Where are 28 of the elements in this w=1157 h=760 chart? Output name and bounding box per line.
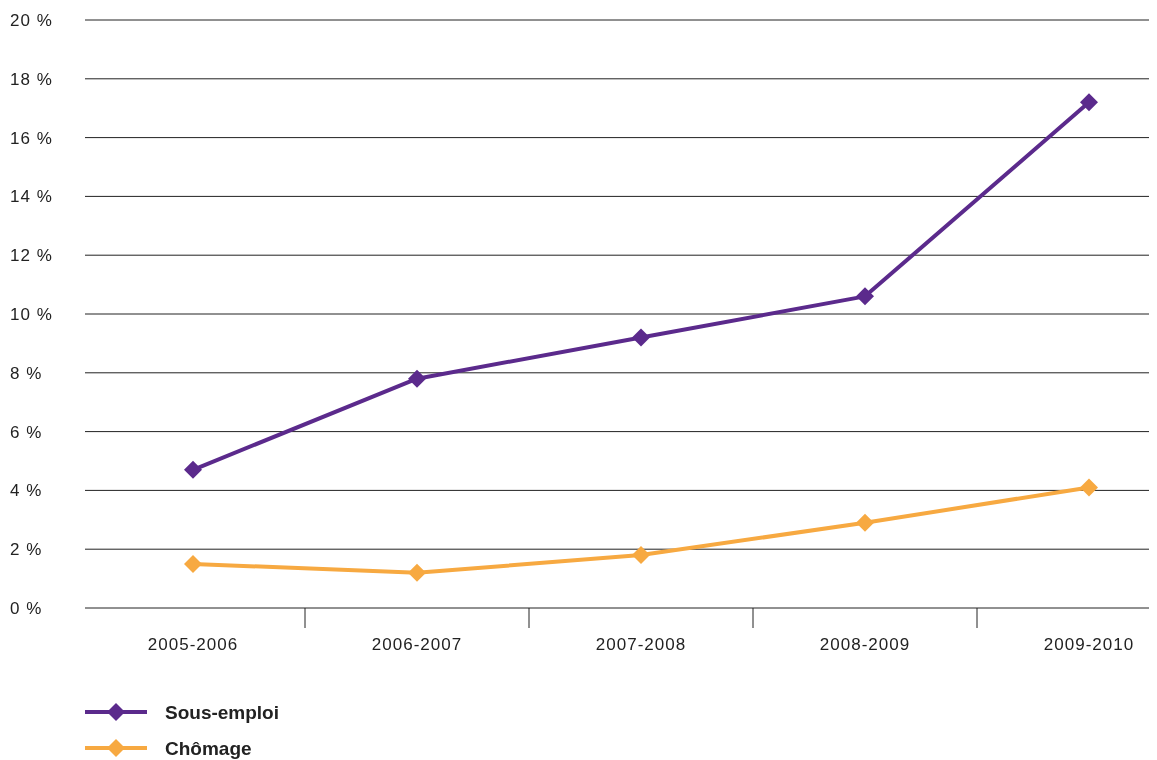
point [856, 513, 874, 532]
point [1080, 93, 1098, 112]
y-tick-label: 4 % [10, 481, 43, 501]
y-tick-label: 10 % [10, 304, 53, 324]
y-tick-label: 12 % [10, 246, 53, 266]
x-tick-label: 2009-2010 [1043, 635, 1135, 654]
point [408, 369, 426, 388]
x-tick-label: 2006-2007 [371, 635, 463, 654]
point [1080, 478, 1098, 497]
point [632, 546, 650, 565]
x-tick-label: 2007-2008 [595, 635, 687, 654]
legend-label: Chômage [165, 737, 252, 759]
y-tick-label: 16 % [10, 128, 53, 148]
y-tick-label: 20 % [10, 10, 53, 30]
point [856, 287, 874, 306]
point [184, 554, 202, 573]
point [408, 563, 426, 582]
legend-label: Sous-emploi [165, 701, 280, 723]
y-tick-label: 14 % [10, 187, 53, 207]
y-tick-label: 8 % [10, 363, 43, 383]
y-tick-label: 6 % [10, 422, 43, 442]
point [632, 328, 650, 347]
y-tick-label: 2 % [10, 540, 43, 560]
y-tick-label: 18 % [10, 69, 53, 89]
x-tick-label: 2008-2009 [819, 635, 911, 654]
x-tick-label: 2005-2006 [147, 635, 239, 654]
point [184, 460, 202, 479]
y-tick-label: 0 % [10, 598, 43, 618]
